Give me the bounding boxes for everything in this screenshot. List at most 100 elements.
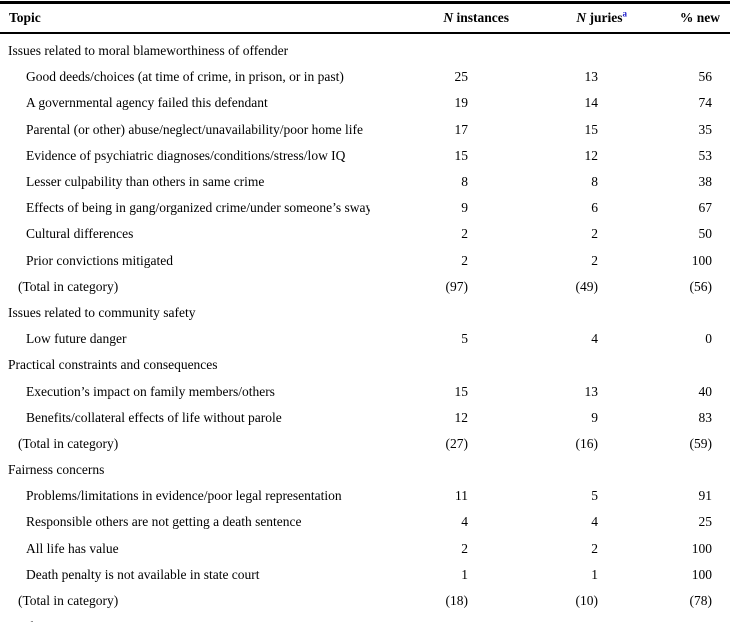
pct-new-cell: 100	[691, 566, 712, 582]
column-header-topic: Topic	[0, 2, 370, 34]
topic-cell: Issues related to community safety	[8, 304, 196, 320]
section-row: Fairness concerns	[0, 457, 730, 483]
pct-new-cell: —	[640, 614, 730, 622]
n-instances-cell: 2	[461, 252, 468, 268]
n-juries-cell: (49)	[575, 278, 599, 294]
n-instances-cell: (27)	[445, 435, 469, 451]
n-instances-cell: 11	[455, 488, 468, 504]
topic-cell: Lesser culpability than others in same c…	[26, 174, 265, 190]
pct-new-cell: 50	[698, 226, 713, 242]
pct-new-cell: 53	[698, 147, 713, 163]
n-juries-cell: 2	[591, 540, 598, 556]
n-juries-cell: (10)	[575, 593, 599, 609]
n-instances-cell	[370, 33, 510, 64]
table-row: All life has value 2 2 100	[0, 536, 730, 562]
n-juries-cell: 12	[584, 147, 599, 163]
n-instances-cell: 15	[454, 383, 469, 399]
pct-new-cell: 0	[705, 331, 712, 347]
table-row: Evidence of psychiatric diagnoses/condit…	[0, 143, 730, 169]
n-instances-cell: (18)	[445, 593, 469, 609]
pct-new-cell: 38	[698, 174, 713, 190]
n-juries-cell: 4	[591, 331, 598, 347]
table-row: Good deeds/choices (at time of crime, in…	[0, 64, 730, 90]
topic-cell: (Total in category)	[18, 593, 119, 609]
table-row: Death penalty is not available in state …	[0, 562, 730, 588]
n-juries-cell: 8	[591, 174, 598, 190]
topic-cell: A governmental agency failed this defend…	[26, 95, 268, 111]
topic-cell: Issues related to moral blameworthiness …	[8, 43, 289, 59]
topic-cell: Effects of being in gang/organized crime…	[26, 200, 370, 216]
n-juries-cell: 5	[591, 488, 598, 504]
n-juries-cell: 13	[584, 383, 599, 399]
table-header: Topic N instances N juriesa % new	[0, 2, 730, 34]
n-instances-cell: 12	[454, 409, 469, 425]
n-instances-cell: 15	[454, 147, 469, 163]
topic-cell: Cultural differences	[26, 226, 134, 242]
pct-new-cell: (59)	[689, 435, 713, 451]
topic-cell: Fairness concerns	[8, 462, 105, 478]
pct-new-cell: 40	[698, 383, 713, 399]
pct-new-cell: 67	[698, 200, 713, 216]
pct-new-cell: 100	[691, 252, 712, 268]
topic-cell: Unclear content	[0, 614, 370, 622]
table-row: (Total in category) (18) (10) (78)	[0, 588, 730, 614]
italic-n-instances: N	[443, 10, 454, 25]
table-row: Responsible others are not getting a dea…	[0, 509, 730, 535]
topic-cell: Execution’s impact on family members/oth…	[26, 383, 275, 399]
pct-new-cell: 100	[691, 540, 712, 556]
pct-new-cell	[640, 457, 730, 483]
table-row: (Total in category) (97) (49) (56)	[0, 274, 730, 300]
pct-new-cell: 74	[698, 95, 713, 111]
pct-new-cell: 91	[698, 488, 713, 504]
pct-new-cell: 35	[698, 121, 713, 137]
pct-new-cell: (78)	[689, 593, 713, 609]
n-juries-cell: 4	[591, 514, 598, 530]
n-juries-cell: 9	[591, 409, 598, 425]
table-row: Cultural differences 2 2 50	[0, 221, 730, 247]
n-instances-cell	[370, 457, 510, 483]
n-instances-cell: 1	[461, 566, 468, 582]
column-header-n-juries-label: juries	[586, 10, 623, 25]
table-row: Execution’s impact on family members/oth…	[0, 378, 730, 404]
table-row: Parental (or other) abuse/neglect/unavai…	[0, 117, 730, 143]
table-row: Lesser culpability than others in same c…	[0, 169, 730, 195]
n-juries-cell: 13	[584, 69, 599, 85]
topic-cell: Good deeds/choices (at time of crime, in…	[26, 69, 344, 85]
n-juries-cell: 2	[510, 614, 640, 622]
pct-new-cell: (56)	[689, 278, 713, 294]
topic-cell: Death penalty is not available in state …	[26, 566, 260, 582]
n-juries-cell	[510, 33, 640, 64]
column-header-pct-new: % new	[640, 2, 730, 34]
n-instances-cell: 2	[461, 540, 468, 556]
topic-cell: Low future danger	[26, 331, 127, 347]
section-row: Issues related to moral blameworthiness …	[0, 33, 730, 64]
n-instances-cell: 9	[461, 200, 468, 216]
n-juries-cell: 2	[591, 252, 598, 268]
pct-new-cell	[640, 300, 730, 326]
pct-new-cell	[640, 352, 730, 378]
n-juries-cell: (16)	[575, 435, 599, 451]
pct-new-cell: 56	[698, 69, 713, 85]
table-row: Prior convictions mitigated 2 2 100	[0, 248, 730, 274]
n-instances-cell	[370, 300, 510, 326]
n-juries-cell	[510, 300, 640, 326]
topic-cell: Parental (or other) abuse/neglect/unavai…	[26, 121, 364, 137]
n-juries-cell: 14	[584, 95, 599, 111]
topic-cell: Benefits/collateral effects of life with…	[26, 409, 282, 425]
section-row: Issues related to community safety	[0, 300, 730, 326]
n-juries-cell: 1	[591, 566, 598, 582]
table-row: Effects of being in gang/organized crime…	[0, 195, 730, 221]
n-instances-cell	[370, 352, 510, 378]
n-instances-cell: 2	[461, 226, 468, 242]
table-body: Issues related to moral blameworthiness …	[0, 33, 730, 622]
n-instances-cell: 25	[454, 69, 469, 85]
n-instances-cell: 19	[454, 95, 469, 111]
italic-n-juries: N	[576, 10, 587, 25]
section-row: Practical constraints and consequences	[0, 352, 730, 378]
n-instances-cell: 4	[461, 514, 468, 530]
table-row: Problems/limitations in evidence/poor le…	[0, 483, 730, 509]
topic-cell: Problems/limitations in evidence/poor le…	[26, 488, 342, 504]
topic-cell: Practical constraints and consequences	[8, 357, 218, 373]
